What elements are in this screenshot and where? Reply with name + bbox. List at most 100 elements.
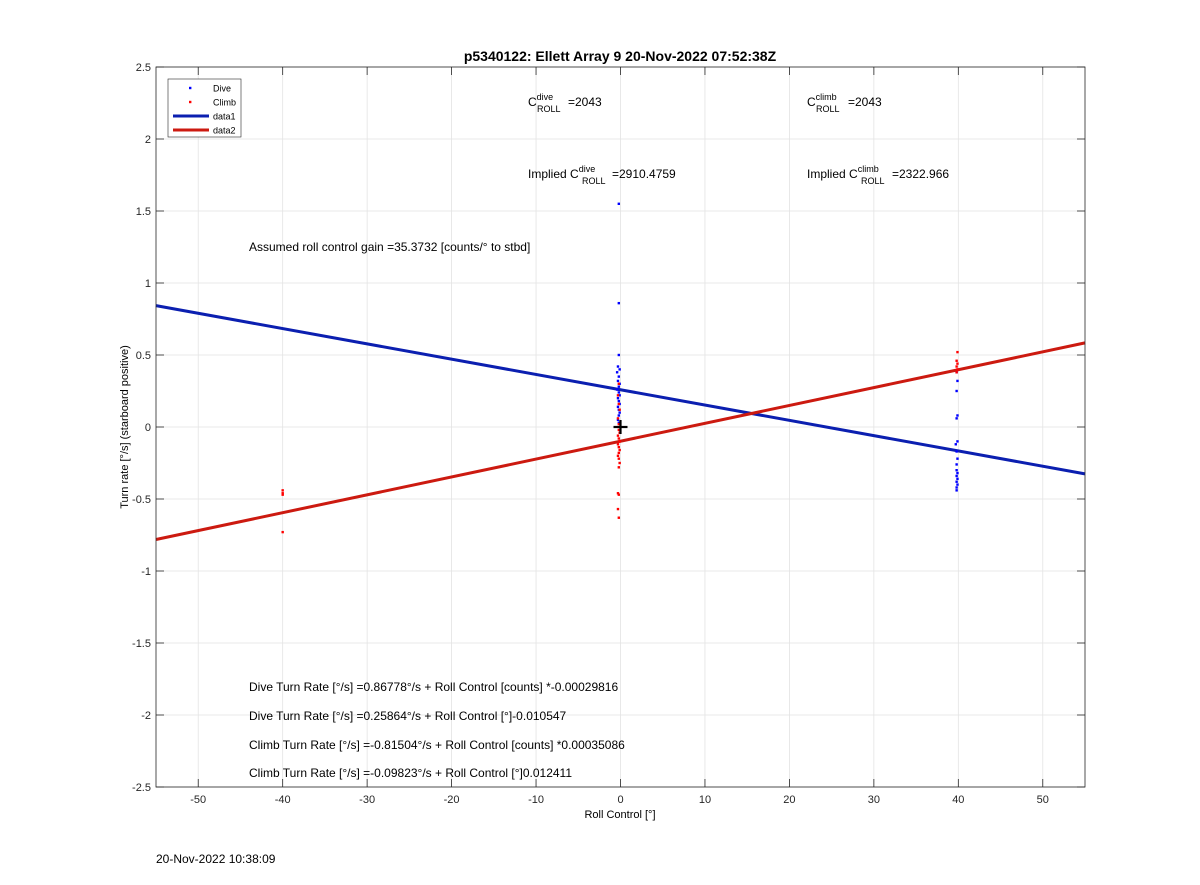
y-tick-label: -2.5: [132, 782, 151, 794]
dive-data-point: [956, 457, 959, 460]
dive-data-point: [955, 450, 958, 453]
x-tick-label: 50: [1037, 794, 1049, 806]
dive-data-point: [615, 371, 619, 374]
climb-data-point: [956, 362, 959, 365]
dive-data-point: [615, 388, 619, 391]
fit-line-data1: [155, 304, 1086, 476]
y-tick-label: 1.5: [136, 206, 151, 218]
dive-data-point: [617, 399, 621, 403]
dive-data-point: [618, 411, 621, 414]
axis-ticks: -50 -40 -30 -20 -10 0 10 20 30 40 50-2.5-2-1.5-1-0…: [132, 62, 1085, 806]
climb-data-point: [617, 516, 621, 519]
climb-data-point: [618, 448, 621, 452]
legend[interactable]: Dive Climb data1 data2: [167, 78, 242, 138]
climb-data-point: [617, 445, 621, 449]
dive-data-point: [955, 474, 958, 478]
y-tick-label: -0.5: [132, 494, 151, 506]
climb-data-point: [618, 440, 621, 443]
dive-data-point: [956, 414, 959, 417]
climb-data-point: [617, 382, 621, 385]
x-tick-label: -40: [275, 794, 291, 806]
climb-data-point: [956, 368, 959, 371]
legend-label: Dive: [213, 84, 231, 94]
dive-data-point: [617, 202, 621, 205]
x-tick-label: -30: [359, 794, 375, 806]
climb-data-point: [618, 461, 621, 465]
climb-data-point: [955, 359, 958, 362]
chart-title: p5340122: Ellett Array 9 20-Nov-2022 07:…: [464, 48, 777, 64]
equation-annotation: Climb Turn Rate [°/s] =-0.81504°/s + Rol…: [249, 738, 625, 752]
x-tick-label: 20: [783, 794, 795, 806]
dive-data-point: [955, 389, 958, 393]
climb-data-point: [616, 417, 620, 420]
climb-data-point: [955, 365, 958, 368]
dive-data-point: [616, 418, 620, 421]
print-timestamp: 20-Nov-2022 10:38:09: [156, 852, 276, 866]
climb-data-point: [617, 466, 621, 469]
climb-data-point: [617, 422, 621, 426]
equation-annotation: Dive Turn Rate [°/s] =0.86778°/s + Roll …: [249, 680, 618, 694]
x-tick-label: -50: [190, 794, 206, 806]
legend-box: [167, 78, 242, 138]
dive-data-point: [618, 368, 621, 371]
dive-data-point: [956, 483, 959, 486]
dive-data-point: [954, 443, 957, 446]
climb-data-point: [281, 493, 284, 496]
dive-data-point: [617, 353, 621, 357]
roll-gain-annotation: Assumed roll control gain =35.3732 [coun…: [249, 240, 530, 254]
y-axis-label: Turn rate [°/s] (starboard positive): [119, 345, 131, 509]
climb-data-point: [618, 408, 621, 411]
dive-data-point: [616, 397, 620, 400]
dive-data-point: [955, 486, 958, 489]
climb-data-point: [617, 451, 621, 455]
dive-data-point: [617, 301, 621, 305]
x-axis-label: Roll Control [°]: [584, 809, 655, 821]
climb-data-point: [616, 492, 620, 495]
dive-data-point: [956, 471, 959, 475]
climb-data-point: [617, 437, 621, 440]
implied-c-dive-annotation: Implied Cdive ROLL =2910.4759: [528, 164, 676, 186]
climb-data-point: [617, 457, 621, 460]
implied-c-climb-annotation: Implied Cclimb ROLL =2322.966: [807, 164, 949, 186]
dive-data-point: [618, 394, 621, 397]
equation-annotation: Climb Turn Rate [°/s] =-0.09823°/s + Rol…: [249, 766, 572, 780]
plot-series: [155, 202, 1086, 541]
dive-data-point: [617, 385, 621, 388]
y-tick-label: 0: [145, 422, 151, 434]
climb-data-point: [281, 489, 284, 492]
dive-data-point: [955, 489, 958, 492]
dive-data-point: [617, 414, 621, 417]
dive-data-point: [956, 477, 959, 481]
dive-data-point: [616, 379, 620, 383]
y-tick-label: 2.5: [136, 62, 151, 74]
dive-data-point: [955, 480, 958, 483]
y-tick-label: 1: [145, 278, 151, 290]
climb-data-point: [617, 493, 621, 496]
y-tick-label: 0.5: [136, 350, 151, 362]
climb-data-point: [281, 492, 284, 495]
y-tick-label: -1.5: [132, 638, 151, 650]
x-tick-label: 10: [699, 794, 711, 806]
climb-data-point: [616, 443, 620, 446]
dive-data-point: [955, 469, 958, 472]
legend-marker-climb: [189, 100, 192, 104]
x-tick-label: -20: [444, 794, 460, 806]
legend-label: Climb: [213, 98, 236, 108]
c-climb-annotation: Cclimb ROLL =2043: [807, 92, 882, 114]
climb-data-point: [281, 530, 284, 534]
climb-data-point: [955, 371, 958, 374]
c-dive-annotation: Cdive ROLL =2043: [528, 92, 602, 114]
dive-data-point: [617, 421, 621, 424]
dive-data-point: [955, 463, 958, 466]
x-tick-label: -10: [528, 794, 544, 806]
y-tick-label: -1: [141, 566, 151, 578]
climb-data-point: [616, 434, 620, 437]
climb-data-point: [617, 428, 621, 432]
legend-label: data1: [213, 112, 236, 122]
dive-data-point: [617, 391, 621, 394]
climb-data-point: [616, 394, 620, 397]
annotations: Cdive ROLL =2043 Cclimb ROLL =2043 Implied C…: [249, 92, 949, 780]
climb-data-point: [616, 507, 620, 511]
dive-data-point: [616, 365, 620, 368]
